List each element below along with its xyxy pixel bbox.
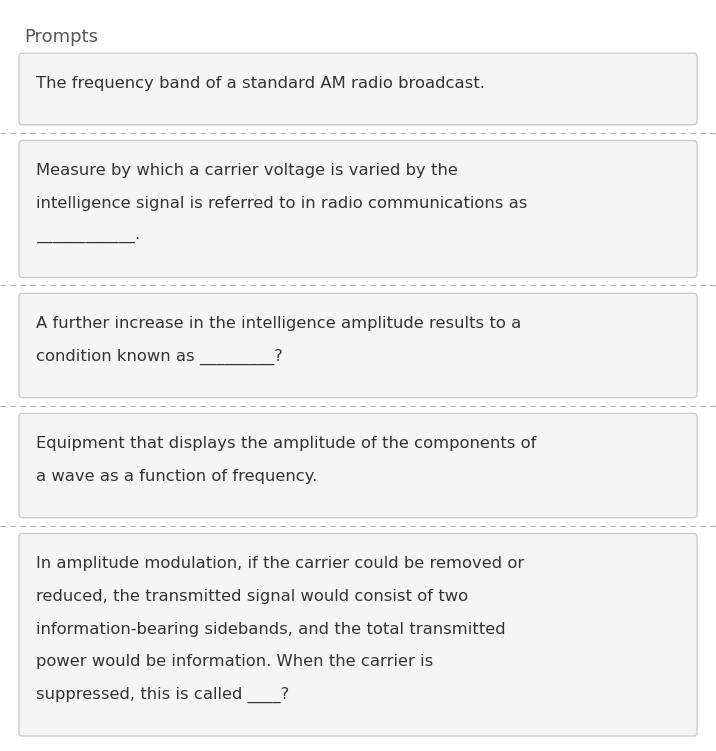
Text: Equipment that displays the amplitude of the components of: Equipment that displays the amplitude of… [36, 436, 536, 451]
Text: A further increase in the intelligence amplitude results to a: A further increase in the intelligence a… [36, 316, 521, 331]
FancyBboxPatch shape [19, 294, 697, 397]
Text: intelligence signal is referred to in radio communications as: intelligence signal is referred to in ra… [36, 196, 528, 211]
Text: condition known as _________?: condition known as _________? [36, 348, 283, 365]
Text: Measure by which a carrier voltage is varied by the: Measure by which a carrier voltage is va… [36, 163, 458, 178]
FancyBboxPatch shape [19, 53, 697, 125]
Text: information-bearing sidebands, and the total transmitted: information-bearing sidebands, and the t… [36, 622, 505, 637]
Text: power would be information. When the carrier is: power would be information. When the car… [36, 654, 433, 669]
Text: The frequency band of a standard AM radio broadcast.: The frequency band of a standard AM radi… [36, 76, 485, 91]
Text: ____________.: ____________. [36, 228, 140, 243]
FancyBboxPatch shape [19, 414, 697, 517]
Text: In amplitude modulation, if the carrier could be removed or: In amplitude modulation, if the carrier … [36, 556, 524, 572]
FancyBboxPatch shape [19, 140, 697, 278]
Text: Prompts: Prompts [24, 28, 98, 46]
Text: a wave as a function of frequency.: a wave as a function of frequency. [36, 469, 317, 484]
Text: reduced, the transmitted signal would consist of two: reduced, the transmitted signal would co… [36, 589, 468, 604]
FancyBboxPatch shape [19, 533, 697, 736]
Text: suppressed, this is called ____?: suppressed, this is called ____? [36, 687, 289, 704]
